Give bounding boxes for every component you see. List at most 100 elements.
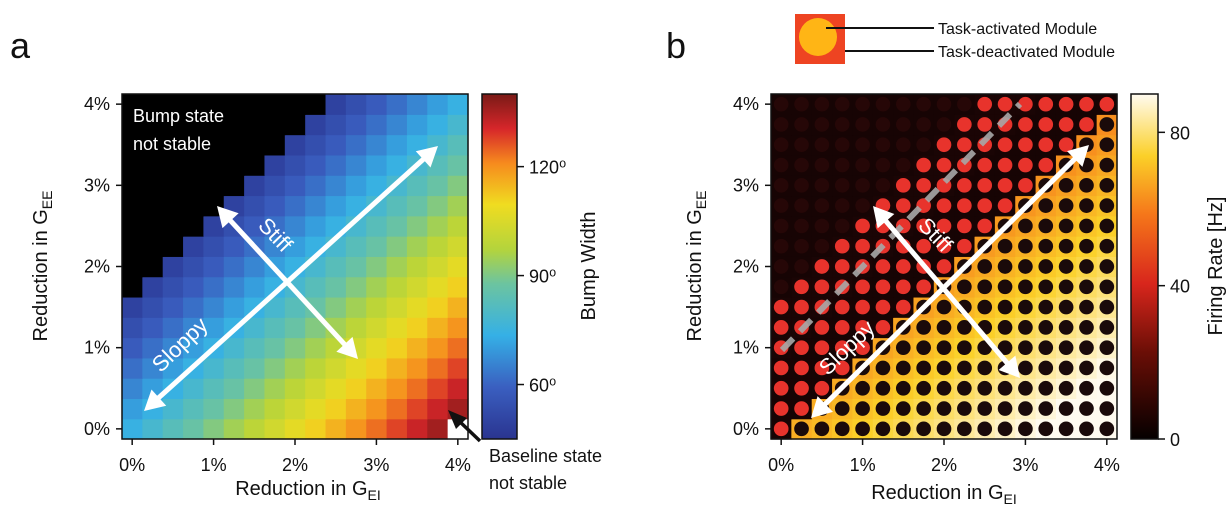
module-circle <box>1038 340 1054 356</box>
heatmap-cell <box>325 296 347 318</box>
module-circle <box>773 137 789 153</box>
heatmap-cell <box>284 195 306 217</box>
module-circle <box>997 340 1013 356</box>
module-circle <box>1099 198 1115 213</box>
heatmap-cell <box>345 418 367 440</box>
heatmap-cell <box>366 317 388 339</box>
heatmap-cell <box>183 337 205 359</box>
panel-label-b: b <box>666 25 686 66</box>
module-circle <box>855 279 870 295</box>
module-circle <box>997 380 1013 396</box>
module-circle <box>834 360 850 376</box>
heatmap-cell <box>183 195 205 217</box>
heatmap-cell <box>223 236 245 257</box>
module-circle <box>773 157 789 173</box>
y-ticks-b: 0% 1% 2% 3% 4% <box>733 94 771 439</box>
heatmap-cell <box>427 94 449 115</box>
module-circle <box>1018 421 1033 437</box>
module-circle <box>855 421 870 437</box>
module-circle <box>977 157 993 173</box>
heatmap-cell <box>162 337 184 359</box>
module-circle <box>957 238 972 254</box>
x-tick-label: 1% <box>850 455 876 475</box>
heatmap-cell <box>406 418 428 440</box>
module-circle <box>957 279 972 295</box>
colorbar-b <box>1130 93 1159 440</box>
heatmap-cell <box>162 114 184 136</box>
baseline-unstable-note-line1: Baseline state <box>489 446 602 466</box>
heatmap-cell <box>366 94 388 115</box>
heatmap-cell <box>386 357 408 379</box>
module-circle <box>814 218 830 234</box>
heatmap-cell <box>406 357 428 379</box>
module-circle <box>1038 421 1054 437</box>
y-tick-label: 3% <box>733 175 759 195</box>
module-circle <box>814 177 830 193</box>
heatmap-cell <box>427 357 449 379</box>
module-circle <box>794 137 809 153</box>
heatmap-cell <box>264 418 286 440</box>
module-circle <box>1099 299 1115 315</box>
module-circle <box>794 198 809 213</box>
heatmap-cell <box>183 94 205 115</box>
heatmap-cell <box>305 398 327 420</box>
heatmap-cell <box>386 114 408 136</box>
module-circle <box>977 360 993 376</box>
module-circle <box>834 137 850 153</box>
heatmap-cell <box>305 337 327 359</box>
heatmap-cell <box>447 215 469 237</box>
heatmap-cell <box>223 276 245 298</box>
module-circle <box>997 137 1013 153</box>
module-circle <box>1079 299 1094 315</box>
heatmap-cell <box>244 337 266 359</box>
module-circle <box>916 177 931 193</box>
module-circle <box>916 137 931 153</box>
colorbar-tick-label: 80 <box>1170 123 1190 143</box>
module-circle <box>773 238 789 254</box>
heatmap-cell <box>122 357 143 379</box>
module-circle <box>1038 380 1054 396</box>
module-circle <box>875 117 891 132</box>
module-circle <box>1038 238 1054 254</box>
heatmap-cell <box>264 337 286 359</box>
heatmap-cell <box>305 154 327 176</box>
heatmap-cell <box>447 378 469 400</box>
module-circle <box>895 117 911 132</box>
colorbar-tick-label: 40 <box>1170 277 1190 297</box>
heatmap-cell <box>223 114 245 136</box>
colorbar-ticks-a: 60⁰ 90⁰ 120⁰ <box>517 158 566 396</box>
module-circle <box>977 117 993 132</box>
y-axis-title-a: Reduction in GEE <box>30 191 55 342</box>
heatmap-cell <box>183 114 205 136</box>
heatmap-cell <box>345 94 367 115</box>
heatmap-cell <box>264 154 286 176</box>
module-circle <box>1058 117 1074 132</box>
heatmap-cell <box>305 317 327 339</box>
heatmap-cell <box>244 195 266 217</box>
module-circle <box>834 320 850 335</box>
heatmap-cell <box>244 378 266 400</box>
module-circle <box>1038 157 1054 173</box>
module-circle <box>875 157 891 173</box>
heatmap-cell <box>427 418 449 440</box>
heatmap-cell <box>406 195 428 217</box>
module-circle <box>875 380 891 396</box>
heatmap-cell <box>223 296 245 318</box>
module-circle <box>1038 401 1054 416</box>
module-circle <box>916 238 931 254</box>
heatmap-cell <box>162 418 184 440</box>
module-circle <box>814 360 830 376</box>
module-circle <box>1099 360 1115 376</box>
module-circle <box>936 198 952 213</box>
module-circle <box>997 421 1013 437</box>
module-circle <box>977 218 993 234</box>
heatmap-cell <box>223 175 245 197</box>
y-tick-label: 3% <box>84 175 110 195</box>
module-circle <box>997 279 1013 295</box>
heatmap-cell <box>122 114 143 136</box>
module-circle <box>1018 360 1033 376</box>
heatmap-cell <box>183 317 205 339</box>
module-circle <box>1099 320 1115 335</box>
module-circle <box>916 401 931 416</box>
x-ticks-a: 0% 1% 2% 3% 4% <box>119 439 471 475</box>
